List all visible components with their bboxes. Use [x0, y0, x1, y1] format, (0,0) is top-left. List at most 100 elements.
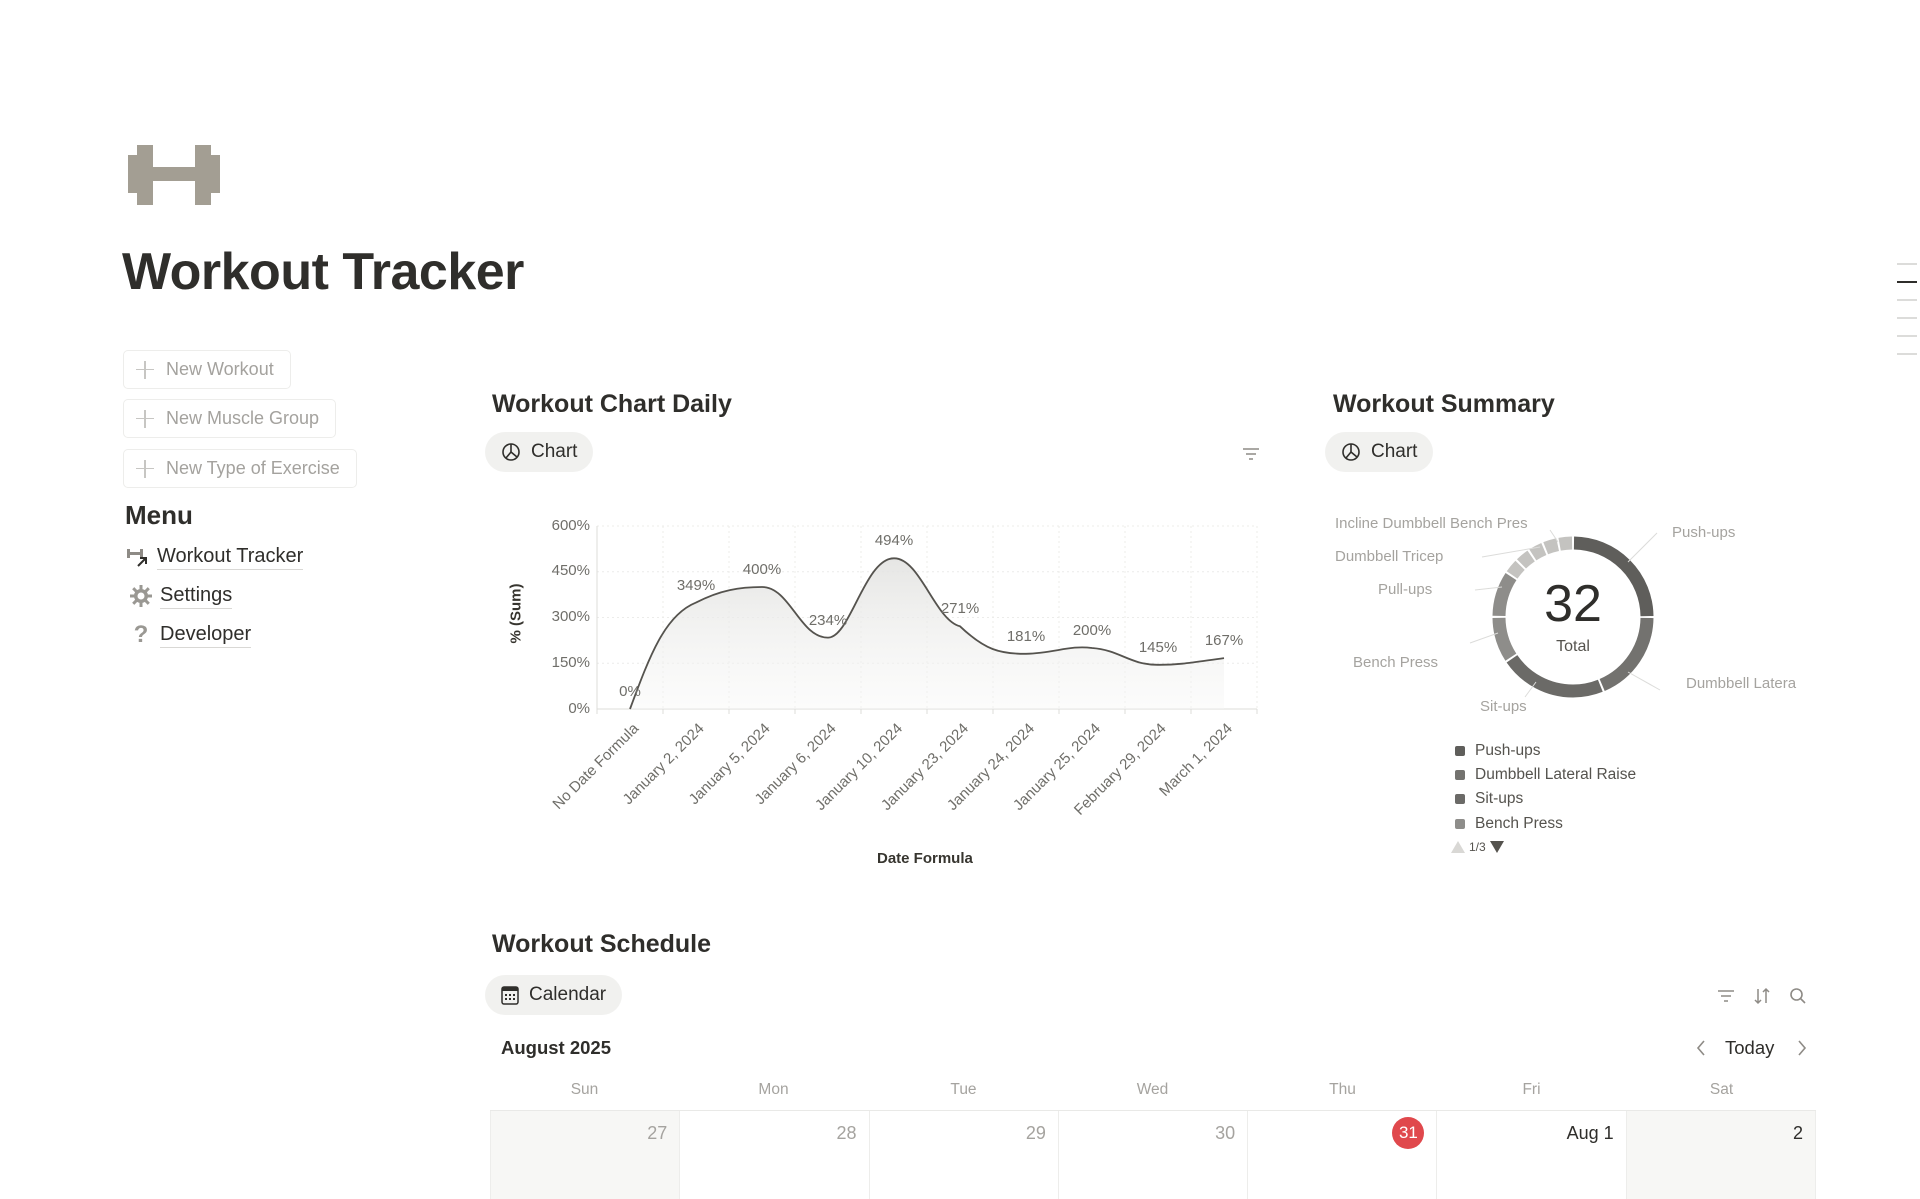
legend-swatch: [1455, 794, 1465, 804]
summary-chart-view-label: Chart: [1371, 441, 1418, 462]
calendar-day-cell[interactable]: 30: [1057, 1111, 1247, 1199]
today-button[interactable]: Today: [1725, 1037, 1775, 1058]
y-tick: 600%: [551, 517, 590, 534]
toc-marker-active[interactable]: [1897, 281, 1917, 283]
weekday-header: Tue: [950, 1081, 977, 1098]
schedule-title: Workout Schedule: [492, 930, 712, 958]
page-title: Workout Tracker: [122, 243, 524, 301]
data-label: 167%: [1204, 632, 1244, 649]
summary-chart-view-tab[interactable]: Chart: [1325, 432, 1434, 472]
day-number: 27: [647, 1123, 668, 1143]
plus-icon: [136, 360, 154, 379]
legend-label: Bench Press: [1475, 815, 1563, 832]
calendar-icon: [501, 986, 519, 1005]
question-icon: ?: [133, 621, 149, 648]
legend-prev-icon[interactable]: [1450, 840, 1466, 854]
legend-label: Dumbbell Lateral Raise: [1475, 766, 1637, 783]
legend-next-icon[interactable]: [1489, 840, 1505, 854]
legend-item[interactable]: Push-ups: [1455, 742, 1540, 760]
filter-icon[interactable]: [1239, 442, 1263, 466]
legend-swatch: [1455, 770, 1465, 780]
new-workout-label: New Workout: [166, 359, 274, 379]
menu-item-developer[interactable]: ? Developer: [125, 621, 252, 648]
calendar-day-cell[interactable]: 28: [679, 1111, 868, 1199]
x-axis-title: Date Formula: [877, 850, 973, 867]
weekday-header: Mon: [758, 1081, 789, 1098]
calendar-month-label: August 2025: [501, 1037, 612, 1058]
slice-label: Dumbbell Tricep: [1335, 548, 1444, 565]
y-tick: 0%: [568, 700, 590, 717]
search-icon[interactable]: [1786, 984, 1810, 1008]
legend-swatch: [1455, 746, 1465, 756]
toc-marker[interactable]: [1897, 317, 1917, 319]
schedule-view-tab[interactable]: Calendar: [485, 975, 623, 1015]
toc-marker[interactable]: [1897, 335, 1917, 337]
menu-item-settings[interactable]: Settings: [125, 583, 233, 609]
toc-marker[interactable]: [1897, 353, 1917, 355]
filter-icon[interactable]: [1714, 984, 1738, 1008]
donut-total-label: Total: [1556, 638, 1590, 655]
new-type-of-exercise-button[interactable]: New Type of Exercise: [123, 449, 357, 488]
legend-label: Sit-ups: [1475, 790, 1524, 807]
daily-chart[interactable]: 600% 450% 300% 150% 0% % (Sum) 0% 349% 4…: [490, 505, 1270, 885]
chart-pie-icon: [502, 443, 520, 461]
calendar-day-cell[interactable]: Aug 1: [1436, 1111, 1625, 1199]
weekday-header: Thu: [1329, 1081, 1356, 1098]
data-label: 400%: [742, 561, 782, 578]
day-number: 2: [1792, 1123, 1803, 1143]
menu-heading: Menu: [125, 500, 193, 530]
weekday-header: Fri: [1522, 1081, 1541, 1098]
legend-item[interactable]: Bench Press: [1455, 815, 1563, 833]
daily-chart-view-label: Chart: [531, 441, 578, 462]
data-label: 494%: [874, 532, 914, 549]
today-badge: 31: [1392, 1117, 1425, 1149]
new-workout-button[interactable]: New Workout: [123, 350, 291, 389]
data-label: 349%: [676, 577, 716, 594]
menu-item-label: Settings: [160, 584, 233, 609]
calendar-day-cell[interactable]: 2: [1625, 1111, 1816, 1199]
toc-marker[interactable]: [1897, 299, 1917, 301]
daily-chart-title: Workout Chart Daily: [492, 390, 732, 418]
new-muscle-group-button[interactable]: New Muscle Group: [123, 399, 337, 438]
plus-icon: [136, 459, 154, 478]
menu-item-workout-tracker[interactable]: Workout Tracker: [125, 544, 304, 570]
prev-month-button[interactable]: [1689, 1036, 1713, 1060]
day-number: 30: [1215, 1123, 1236, 1143]
plus-icon: [136, 409, 154, 428]
calendar-day-cell[interactable]: 29: [868, 1111, 1058, 1199]
new-muscle-group-label: New Muscle Group: [166, 408, 320, 428]
next-month-button[interactable]: [1790, 1036, 1814, 1060]
data-label: 271%: [940, 600, 980, 617]
donut-total-value: 32: [1544, 575, 1602, 633]
calendar-day-cell[interactable]: 27: [490, 1111, 680, 1199]
calendar-day-cell-today[interactable]: 31: [1247, 1111, 1436, 1199]
legend-item[interactable]: Dumbbell Lateral Raise: [1455, 766, 1636, 784]
legend-item[interactable]: Sit-ups: [1455, 790, 1523, 808]
chevron-right-icon: [1798, 1040, 1807, 1056]
legend-label: Push-ups: [1475, 742, 1541, 759]
data-label: 0%: [619, 683, 641, 700]
calendar-grid: 27 28 29 30 31 Aug 1 2: [490, 1110, 1816, 1199]
daily-chart-view-tab[interactable]: Chart: [485, 432, 594, 472]
toc-marker[interactable]: [1897, 263, 1917, 265]
day-number: 29: [1025, 1123, 1046, 1143]
sort-icon[interactable]: [1750, 984, 1774, 1008]
dumbbell-icon[interactable]: [128, 145, 220, 205]
y-tick: 300%: [551, 608, 590, 625]
y-tick: 450%: [551, 562, 590, 579]
y-tick: 150%: [551, 654, 590, 671]
day-number: 28: [836, 1123, 857, 1143]
y-axis-title: % (Sum): [507, 583, 525, 644]
slice-label: Incline Dumbbell Bench Pres: [1335, 515, 1528, 532]
weekday-header: Sun: [570, 1081, 599, 1098]
summary-donut-chart[interactable]: 32 Total Incline Dumbbell Bench Pres Dum…: [1320, 505, 1820, 745]
chevron-left-icon: [1696, 1040, 1705, 1056]
gear-icon: [128, 583, 154, 609]
data-label: 145%: [1138, 639, 1178, 656]
legend-pager: 1/3: [1450, 840, 1505, 854]
slice-label: Sit-ups: [1480, 698, 1527, 715]
summary-chart-title: Workout Summary: [1333, 390, 1555, 418]
day-number: Aug 1: [1566, 1123, 1614, 1143]
chart-pie-icon: [1342, 443, 1360, 461]
menu-item-label: Workout Tracker: [157, 545, 304, 570]
